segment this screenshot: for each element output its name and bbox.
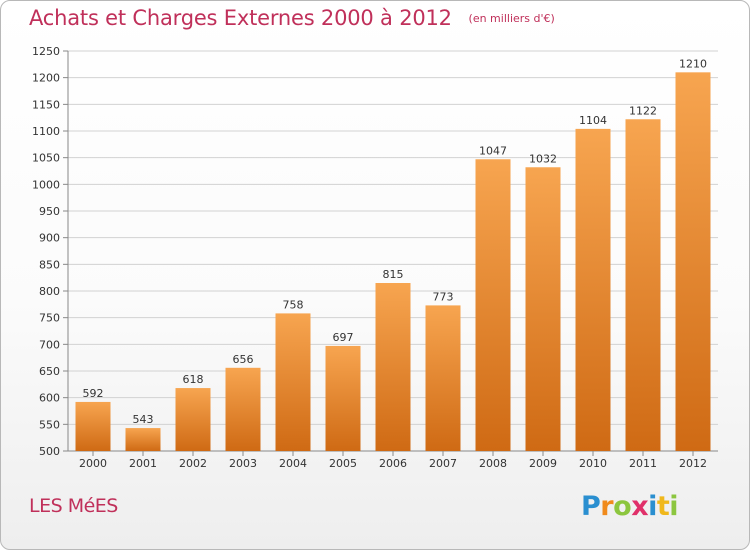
bar <box>325 345 361 451</box>
chart-title-text: Achats et Charges Externes 2000 à 2012 <box>29 6 452 30</box>
data-label: 697 <box>333 331 354 344</box>
logo-letter: i <box>669 491 679 522</box>
bar <box>125 428 161 451</box>
y-tick-label: 1150 <box>32 98 60 111</box>
y-tick-label: 500 <box>39 445 60 458</box>
chart-title: Achats et Charges Externes 2000 à 2012 (… <box>29 6 555 30</box>
data-label: 618 <box>183 373 204 386</box>
y-tick-label: 550 <box>39 418 60 431</box>
data-label: 815 <box>383 268 404 281</box>
data-label: 1104 <box>579 114 607 127</box>
y-tick-label: 950 <box>39 205 60 218</box>
bar <box>225 367 261 451</box>
y-tick-label: 650 <box>39 365 60 378</box>
y-tick-label: 1000 <box>32 178 60 191</box>
x-tick-label: 2001 <box>129 457 157 470</box>
bar <box>275 313 311 451</box>
y-tick-label: 1100 <box>32 125 60 138</box>
logo-letter: x <box>631 491 649 522</box>
logo-letter: i <box>648 491 657 522</box>
data-label: 1047 <box>479 144 507 157</box>
y-tick-label: 1250 <box>32 45 60 58</box>
bar <box>575 128 611 451</box>
y-tick-label: 600 <box>39 392 60 405</box>
y-tick-label: 750 <box>39 312 60 325</box>
x-tick-label: 2011 <box>629 457 657 470</box>
data-label: 592 <box>83 387 104 400</box>
bar <box>75 401 111 451</box>
x-tick-label: 2009 <box>529 457 557 470</box>
y-tick-label: 1200 <box>32 72 60 85</box>
y-tick-label: 700 <box>39 338 60 351</box>
y-tick-label: 900 <box>39 232 60 245</box>
data-label: 758 <box>283 298 304 311</box>
logo-letter: P <box>581 491 601 522</box>
x-tick-label: 2000 <box>79 457 107 470</box>
logo-letter: r <box>600 491 614 522</box>
y-tick-label: 800 <box>39 285 60 298</box>
x-tick-label: 2008 <box>479 457 507 470</box>
data-label: 1122 <box>629 104 657 117</box>
y-tick-label: 1050 <box>32 152 60 165</box>
data-label: 1210 <box>679 57 707 70</box>
bars <box>75 72 711 452</box>
bar <box>675 72 711 451</box>
x-tick-label: 2010 <box>579 457 607 470</box>
bar <box>625 119 661 452</box>
logo-letter: o <box>613 491 632 522</box>
y-tick-label: 850 <box>39 258 60 271</box>
logo-letter: t <box>656 491 670 522</box>
x-tick-label: 2005 <box>329 457 357 470</box>
bar <box>375 283 411 451</box>
x-tick-label: 2004 <box>279 457 307 470</box>
proxiti-logo[interactable]: Proxiti <box>581 491 679 522</box>
bar <box>425 305 461 451</box>
bar <box>525 167 561 451</box>
x-tick-label: 2003 <box>229 457 257 470</box>
bar <box>175 388 211 451</box>
labels: 500 550 600 650 700 750 800 850 900 950 1000 1050 11… <box>32 45 707 470</box>
x-tick-label: 2006 <box>379 457 407 470</box>
chart-unit: (en milliers d'€) <box>468 12 555 25</box>
data-label: 543 <box>133 413 154 426</box>
place-name: LES MéES <box>29 495 118 517</box>
data-label: 1032 <box>529 152 557 165</box>
data-label: 656 <box>233 353 254 366</box>
x-tick-label: 2007 <box>429 457 457 470</box>
data-label: 773 <box>433 290 454 303</box>
bar <box>475 159 511 451</box>
x-tick-label: 2012 <box>679 457 707 470</box>
x-tick-label: 2002 <box>179 457 207 470</box>
